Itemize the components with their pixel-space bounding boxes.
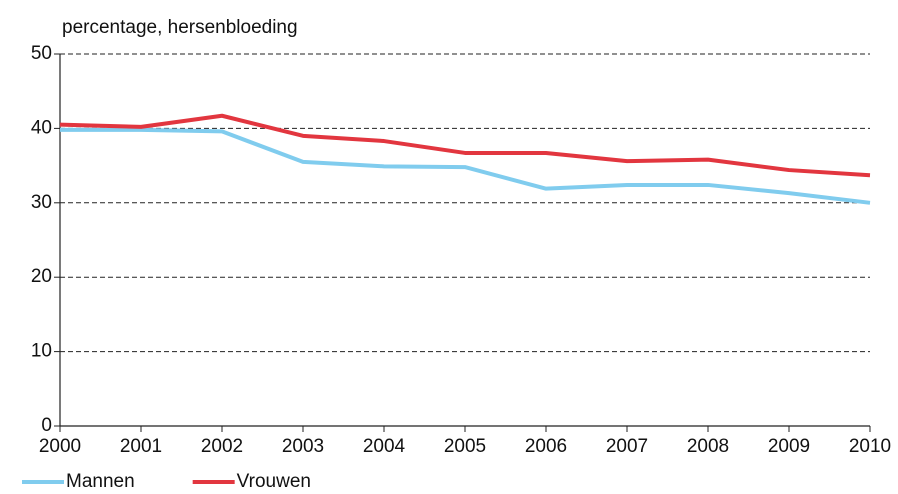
y-tick-label: 30 [31, 192, 52, 213]
x-tick-label: 2002 [201, 436, 243, 457]
x-tick-label: 2000 [39, 436, 81, 457]
y-tick-label: 40 [31, 117, 52, 138]
x-tick-label: 2007 [606, 436, 648, 457]
x-tick-label: 2003 [282, 436, 324, 457]
x-tick-label: 2010 [849, 436, 891, 457]
x-tick-label: 2001 [120, 436, 162, 457]
x-tick-label: 2006 [525, 436, 567, 457]
x-tick-label: 2005 [444, 436, 486, 457]
y-tick-label: 50 [31, 43, 52, 64]
x-tick-label: 2004 [363, 436, 406, 457]
y-tick-label: 0 [41, 415, 52, 436]
x-tick-label: 2008 [687, 436, 729, 457]
chart-title: percentage, hersenbloeding [62, 17, 298, 38]
line-series [60, 127, 871, 205]
y-tick-label: 20 [31, 266, 52, 287]
legend-label: Mannen [66, 471, 135, 492]
legend-label: Vrouwen [237, 471, 311, 492]
line-series [59, 113, 871, 178]
x-tick-label: 2009 [768, 436, 810, 457]
y-tick-label: 10 [31, 341, 52, 362]
